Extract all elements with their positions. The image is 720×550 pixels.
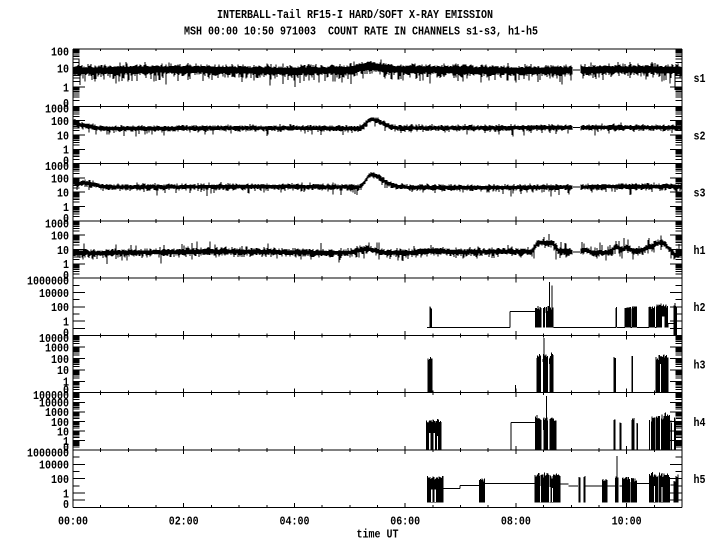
svg-text:1: 1 (63, 144, 69, 158)
svg-text:00:00: 00:00 (58, 515, 88, 529)
svg-text:10: 10 (57, 364, 69, 378)
svg-text:10: 10 (57, 244, 69, 258)
svg-text:10: 10 (57, 187, 69, 201)
svg-text:MSH 00:00 10:50 971003 COUNT: MSH 00:00 10:50 971003 COUNT RATE IN CHA… (184, 25, 538, 39)
svg-text:1000: 1000 (45, 160, 69, 174)
svg-text:0: 0 (63, 326, 69, 340)
svg-text:0: 0 (63, 97, 69, 111)
svg-text:1000: 1000 (45, 217, 69, 231)
svg-text:1: 1 (63, 316, 69, 330)
svg-text:100: 100 (51, 353, 69, 367)
svg-text:100: 100 (51, 230, 69, 244)
svg-text:06:00: 06:00 (390, 515, 420, 529)
svg-text:h5: h5 (694, 473, 706, 487)
svg-text:08:00: 08:00 (501, 515, 531, 529)
svg-text:10000: 10000 (39, 459, 69, 473)
svg-text:04:00: 04:00 (280, 515, 310, 529)
svg-text:100: 100 (51, 172, 69, 186)
svg-text:1: 1 (63, 487, 69, 501)
svg-text:0: 0 (63, 498, 69, 512)
svg-text:h3: h3 (694, 359, 706, 373)
svg-text:1: 1 (63, 435, 69, 449)
svg-text:100: 100 (51, 301, 69, 315)
svg-text:h4: h4 (694, 416, 706, 430)
svg-text:10000: 10000 (39, 397, 69, 411)
svg-text:10000: 10000 (39, 287, 69, 301)
svg-text:1: 1 (63, 258, 69, 272)
svg-text:h2: h2 (694, 301, 706, 315)
svg-text:s2: s2 (694, 129, 706, 143)
svg-text:10000: 10000 (39, 332, 69, 346)
svg-text:10:00: 10:00 (612, 515, 642, 529)
svg-text:s3: s3 (694, 187, 706, 201)
svg-text:10: 10 (57, 425, 69, 439)
svg-text:100: 100 (51, 115, 69, 129)
svg-text:100: 100 (51, 416, 69, 430)
svg-text:1000000: 1000000 (27, 446, 69, 460)
svg-text:1000: 1000 (45, 341, 69, 355)
svg-text:1000: 1000 (45, 406, 69, 420)
svg-text:1000: 1000 (45, 103, 69, 117)
svg-text:1: 1 (63, 201, 69, 215)
svg-text:10: 10 (57, 63, 69, 77)
svg-text:1000000: 1000000 (27, 275, 69, 289)
svg-text:0: 0 (63, 269, 69, 283)
svg-text:time UT: time UT (357, 528, 399, 542)
svg-text:s1: s1 (694, 72, 706, 86)
svg-text:100000: 100000 (33, 389, 69, 403)
svg-text:100: 100 (51, 45, 69, 59)
svg-text:h1: h1 (694, 244, 706, 258)
svg-text:1: 1 (63, 82, 69, 96)
svg-text:0: 0 (63, 212, 69, 226)
svg-text:02:00: 02:00 (169, 515, 199, 529)
svg-text:10: 10 (57, 129, 69, 143)
svg-text:1: 1 (63, 376, 69, 390)
svg-text:0: 0 (63, 155, 69, 169)
svg-text:0: 0 (63, 384, 69, 398)
svg-text:0: 0 (63, 441, 69, 455)
svg-text:INTERBALL-Tail RF15-I HARD/SOF: INTERBALL-Tail RF15-I HARD/SOFT X-RAY EM… (217, 8, 493, 22)
svg-text:100: 100 (51, 473, 69, 487)
